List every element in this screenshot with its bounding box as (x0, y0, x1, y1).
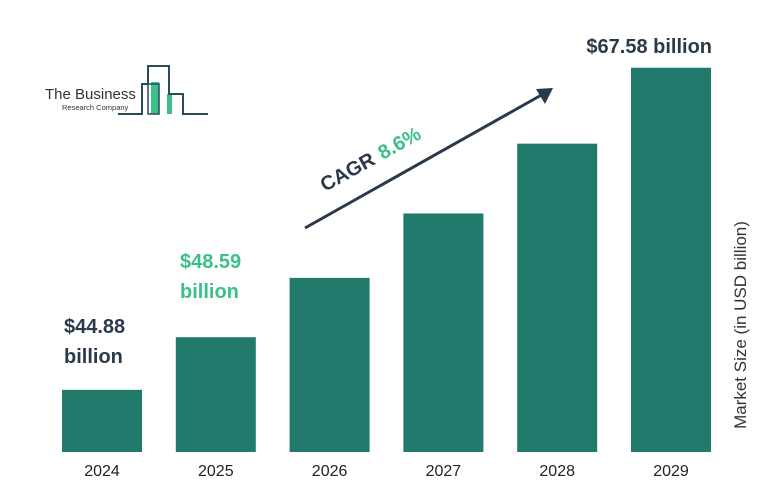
x-tick-2025: 2025 (198, 463, 234, 480)
company-logo: The Business Research Company (45, 65, 208, 115)
cagr-label: CAGR (317, 148, 380, 196)
data-label-2024: $44.88 (64, 316, 125, 338)
x-tick-2026: 2026 (312, 463, 348, 480)
bar-2028 (517, 143, 598, 452)
arrow-head-icon (536, 88, 553, 104)
cagr-value: 8.6% (374, 123, 425, 164)
bar-2029 (631, 67, 711, 452)
bar-2026 (289, 277, 370, 452)
logo-bar-green-small (167, 94, 172, 114)
data-label-2025-unit: billion (180, 281, 239, 303)
x-tick-2027: 2027 (426, 463, 462, 480)
x-tick-2024: 2024 (84, 463, 120, 480)
cagr-arrow (304, 88, 553, 230)
logo-outline-inner (147, 83, 160, 115)
x-tick-2029: 2029 (653, 463, 689, 480)
x-tick-2028: 2028 (539, 463, 575, 480)
data-label-2024-unit: billion (64, 346, 123, 368)
bar-2025 (175, 337, 256, 452)
data-label-2029: $67.58 billion (586, 36, 712, 58)
bar-2027 (403, 213, 484, 452)
bar-2024 (62, 389, 142, 452)
logo-outline (118, 65, 208, 115)
logo-bar-green (151, 82, 159, 114)
y-axis-label: Market Size (in USD billion) (731, 221, 750, 429)
data-label-2025: $48.59 (180, 251, 241, 273)
logo-line1: The Business (45, 86, 136, 103)
logo-line2: Research Company (62, 103, 129, 112)
